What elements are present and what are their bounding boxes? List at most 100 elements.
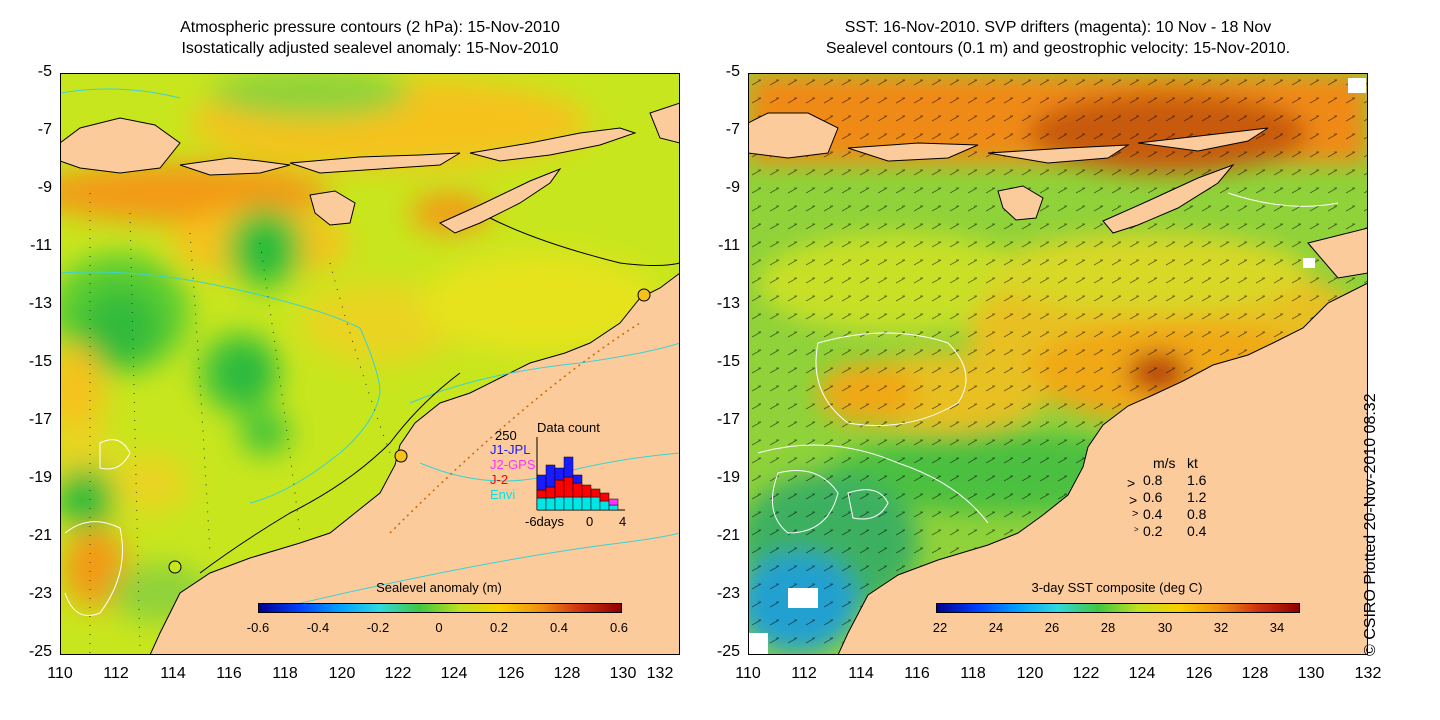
right-x-tick: 128: [1241, 665, 1269, 682]
right-colorbar-tick: 26: [1044, 620, 1060, 635]
velocity-row-ms: 0.2: [1143, 523, 1163, 539]
right-y-tick: -15: [716, 353, 740, 370]
right-x-tick: 122: [1072, 665, 1100, 682]
data-count-inset: 250 Data count J1-JPL J2-GPS J-2 Envi: [485, 420, 635, 530]
right-x-tick: 124: [1128, 665, 1156, 682]
left-x-tick: 112: [103, 665, 129, 682]
velocity-arrow-icon: >: [1132, 508, 1139, 520]
right-y-tick: -21: [716, 527, 740, 544]
left-colorbar-tick: -0.4: [306, 620, 330, 635]
inset-legend-j2: J-2: [490, 472, 509, 487]
left-colorbar-tick: 0: [435, 620, 443, 635]
inset-ymax: 250: [495, 428, 517, 443]
velocity-header-ms: m/s: [1153, 455, 1176, 471]
left-x-tick: 110: [47, 665, 73, 682]
left-x-tick: 124: [440, 665, 468, 682]
inset-histogram: [536, 437, 625, 511]
left-x-tick: 114: [160, 665, 186, 682]
right-y-tick: -25: [716, 643, 740, 660]
right-map: [748, 73, 1368, 655]
left-colorbar-gradient: [258, 603, 622, 613]
right-x-tick: 132: [1354, 665, 1382, 682]
left-y-tick: -21: [28, 527, 52, 544]
right-title-line2: Sealevel contours (0.1 m) and geostrophi…: [825, 40, 1291, 57]
left-y-tick: -15: [28, 353, 52, 370]
velocity-arrow-icon: >: [1127, 475, 1136, 491]
right-x-tick: 114: [848, 665, 874, 682]
right-colorbar-label: 3-day SST composite (deg C): [1031, 580, 1203, 595]
left-y-tick: -11: [30, 237, 52, 254]
left-colorbar-tick: 0.6: [609, 620, 629, 635]
right-panel-title: SST: 16-Nov-2010. SVP drifters (magenta)…: [748, 17, 1368, 59]
left-colorbar-label: Sealevel anomaly (m): [376, 580, 502, 595]
velocity-arrow-icon: >: [1129, 492, 1138, 508]
inset-legend-j2gps: J2-GPS: [490, 457, 536, 472]
inset-xlabel-zero: 0: [586, 514, 594, 529]
inset-xlabel-start: -6days: [525, 514, 565, 529]
left-title-line2: Isostatically adjusted sealevel anomaly:…: [181, 40, 559, 57]
velocity-row-kt: 1.6: [1187, 472, 1207, 488]
left-x-tick: 130: [609, 665, 637, 682]
left-x-tick: 116: [216, 665, 242, 682]
left-x-tick: 132: [646, 665, 674, 682]
left-y-tick: -23: [28, 585, 52, 602]
velocity-row-ms: 0.4: [1143, 506, 1163, 522]
left-y-tick: -7: [37, 121, 52, 138]
right-x-tick: 118: [960, 665, 986, 682]
right-title-line1: SST: 16-Nov-2010. SVP drifters (magenta)…: [844, 19, 1272, 36]
right-colorbar-gradient: [936, 603, 1300, 613]
left-title-line1: Atmospheric pressure contours (2 hPa): 1…: [180, 19, 560, 36]
left-colorbar-tick: -0.6: [246, 620, 270, 635]
right-colorbar-tick: 24: [988, 620, 1004, 635]
left-x-tick: 118: [272, 665, 298, 682]
right-y-tick: -23: [716, 585, 740, 602]
right-x-tick: 126: [1185, 665, 1213, 682]
left-map: [60, 73, 680, 655]
velocity-header-kt: kt: [1187, 455, 1198, 471]
right-y-tick: -11: [718, 237, 740, 254]
velocity-legend: m/s kt > 0.8 1.6 > 0.6 1.2 > 0.4 0.8 > 0…: [1125, 455, 1235, 545]
inset-legend-envi: Envi: [490, 487, 516, 502]
inset-xlabel-end: 4: [619, 514, 627, 529]
right-y-tick: -19: [716, 469, 740, 486]
right-x-tick: 110: [735, 665, 761, 682]
right-y-tick: -7: [725, 121, 740, 138]
right-x-tick: 130: [1297, 665, 1325, 682]
velocity-row-ms: 0.6: [1143, 489, 1163, 505]
left-colorbar-tick: 0.2: [489, 620, 509, 635]
right-y-tick: -17: [716, 411, 740, 428]
right-colorbar-tick: 34: [1269, 620, 1285, 635]
left-y-tick: -9: [37, 179, 52, 196]
left-y-tick: -19: [28, 469, 52, 486]
left-y-tick: -17: [28, 411, 52, 428]
right-colorbar-tick: 32: [1213, 620, 1229, 635]
left-x-tick: 126: [497, 665, 525, 682]
velocity-row-kt: 0.4: [1187, 523, 1207, 539]
left-y-tick: -25: [28, 643, 52, 660]
velocity-arrow-icon: >: [1134, 525, 1139, 534]
right-colorbar-tick: 28: [1100, 620, 1116, 635]
left-colorbar: Sealevel anomaly (m) -0.6 -0.4 -0.2 0 0.…: [247, 580, 628, 640]
inset-title: Data count: [537, 420, 600, 435]
velocity-row-kt: 1.2: [1187, 489, 1207, 505]
right-y-tick: -13: [716, 295, 740, 312]
inset-legend-j1: J1-JPL: [490, 442, 531, 457]
plot-credit: © CSIRO Plotted 20-Nov-2010 08:32: [1348, 60, 1398, 660]
velocity-row-ms: 0.8: [1143, 472, 1163, 488]
left-colorbar-tick: -0.2: [366, 620, 390, 635]
left-x-tick: 128: [553, 665, 581, 682]
right-colorbar-tick: 30: [1157, 620, 1173, 635]
right-y-tick: -5: [725, 63, 740, 80]
left-x-tick: 120: [328, 665, 356, 682]
right-x-tick: 112: [791, 665, 817, 682]
right-colorbar: 3-day SST composite (deg C) 22 24 26 28 …: [933, 580, 1300, 640]
velocity-row-kt: 0.8: [1187, 506, 1207, 522]
right-x-tick: 120: [1016, 665, 1044, 682]
right-colorbar-tick: 22: [932, 620, 948, 635]
left-panel-title: Atmospheric pressure contours (2 hPa): 1…: [60, 17, 680, 59]
right-y-tick: -9: [725, 179, 740, 196]
plot-credit-text: © CSIRO Plotted 20-Nov-2010 08:32: [1362, 393, 1379, 656]
left-y-tick: -5: [37, 63, 52, 80]
right-x-tick: 116: [904, 665, 930, 682]
left-x-tick: 122: [384, 665, 412, 682]
